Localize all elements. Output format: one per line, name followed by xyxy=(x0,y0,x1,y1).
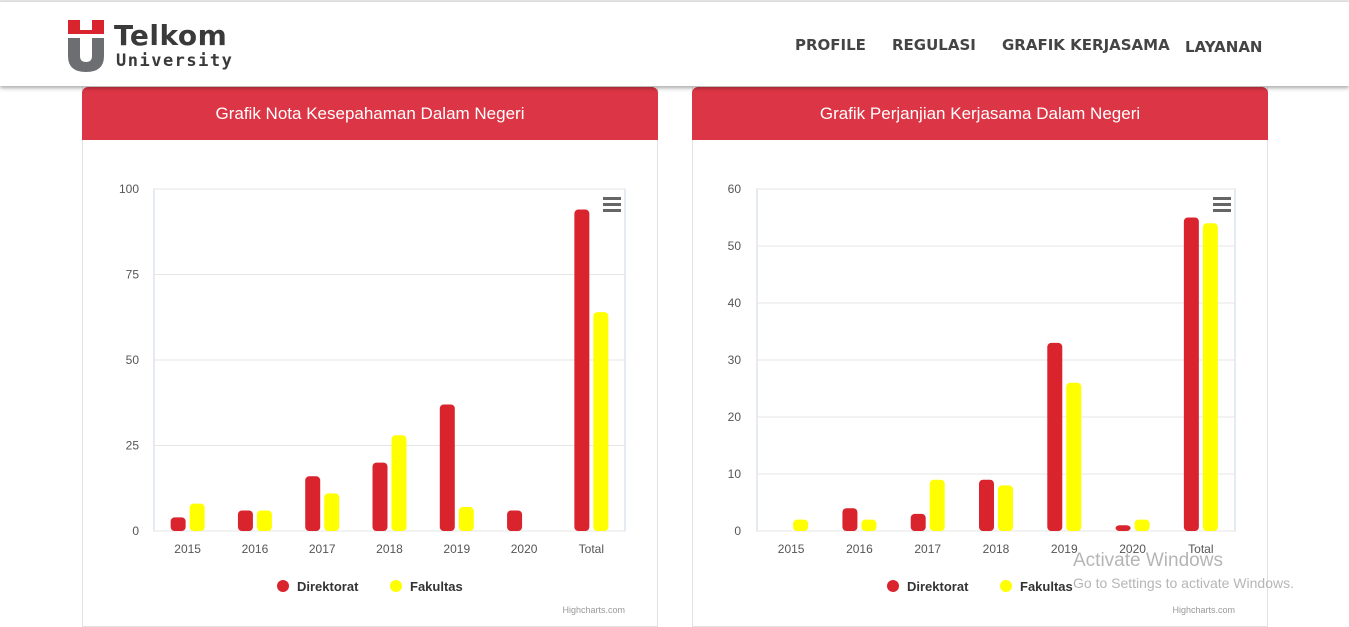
bar-fakultas[interactable] xyxy=(324,493,340,531)
x-tick-label: Total xyxy=(1188,542,1213,556)
x-tick-label: 2016 xyxy=(242,542,269,556)
bar-fakultas[interactable] xyxy=(1202,223,1218,531)
bar-fakultas[interactable] xyxy=(1134,519,1150,531)
menu-line xyxy=(603,197,621,200)
bar-fakultas[interactable] xyxy=(256,510,272,531)
bar-direktorat[interactable] xyxy=(170,517,186,531)
panel-title: Grafik Perjanjian Kerjasama Dalam Negeri xyxy=(692,87,1268,140)
legend-item-fakultas[interactable]: Fakultas xyxy=(390,579,463,594)
bar-direktorat[interactable] xyxy=(439,404,455,531)
bar-fakultas[interactable] xyxy=(458,507,474,531)
x-tick-label: 2020 xyxy=(511,542,538,556)
y-tick-label: 100 xyxy=(119,182,139,196)
menu-line xyxy=(1213,203,1231,206)
activate-windows-subtitle: Go to Settings to activate Windows. xyxy=(1073,575,1294,591)
top-border xyxy=(0,0,1349,2)
bar-fakultas[interactable] xyxy=(189,503,205,531)
menu-line xyxy=(1213,209,1231,212)
nav-regulasi[interactable]: REGULASI xyxy=(892,36,976,54)
bar-direktorat[interactable] xyxy=(305,476,321,531)
menu-line xyxy=(1213,197,1231,200)
main-nav: PROFILE REGULASI GRAFIK KERJASAMA LAYANA… xyxy=(0,36,1349,60)
panel-nota-kesepahaman: Grafik Nota Kesepahaman Dalam Negeri 0 25… xyxy=(82,87,658,627)
highcharts-credits-link[interactable]: Highcharts.com xyxy=(1172,605,1235,615)
legend-swatch xyxy=(1000,580,1012,592)
highcharts-credits-link[interactable]: Highcharts.com xyxy=(562,605,625,615)
legend-swatch xyxy=(887,580,899,592)
chart-nota-kesepahaman: 0 25 50 75 100 2015 2016 2017 2018 2019 2020 Total D… xyxy=(119,182,626,615)
x-tick-label: 2018 xyxy=(376,542,403,556)
y-tick-label: 60 xyxy=(728,182,742,196)
telkom-university-logo[interactable]: Telkom University xyxy=(66,18,236,74)
hamburger-menu-icon[interactable] xyxy=(1213,197,1231,212)
bar-fakultas[interactable] xyxy=(593,312,609,531)
bar-direktorat[interactable] xyxy=(507,510,523,531)
legend-item-fakultas[interactable]: Fakultas xyxy=(1000,579,1073,594)
legend-swatch xyxy=(277,580,289,592)
bar-direktorat[interactable] xyxy=(372,462,388,531)
bar-fakultas[interactable] xyxy=(793,519,809,531)
x-tick-label: 2016 xyxy=(846,542,873,556)
legend-label: Direktorat xyxy=(907,579,969,594)
legend-label: Fakultas xyxy=(410,579,463,594)
x-tick-label: 2017 xyxy=(309,542,336,556)
bar-direktorat[interactable] xyxy=(979,479,994,531)
activate-windows-title: Activate Windows xyxy=(1073,550,1223,571)
bar-fakultas[interactable] xyxy=(861,519,877,531)
x-tick-label: Total xyxy=(579,542,604,556)
menu-line xyxy=(603,203,621,206)
y-tick-label: 0 xyxy=(734,524,741,538)
bar-direktorat[interactable] xyxy=(842,508,858,531)
x-tick-label: 2018 xyxy=(983,542,1010,556)
y-tick-label: 30 xyxy=(728,353,742,367)
telkom-logo-icon xyxy=(68,20,104,72)
panel-title: Grafik Nota Kesepahaman Dalam Negeri xyxy=(82,87,658,140)
chart-perjanjian-kerjasama: 0 10 20 30 40 50 60 2015 2016 2017 2018 2019 2020 Tot… xyxy=(728,182,1236,615)
x-tick-label: 2017 xyxy=(914,542,941,556)
bar-direktorat[interactable] xyxy=(910,513,926,531)
bar-direktorat[interactable] xyxy=(574,209,590,531)
y-tick-label: 10 xyxy=(728,467,742,481)
legend-item-direktorat[interactable]: Direktorat xyxy=(277,579,359,594)
panel-perjanjian-kerjasama: Grafik Perjanjian Kerjasama Dalam Negeri… xyxy=(692,87,1268,627)
x-tick-label: 2015 xyxy=(174,542,201,556)
bar-fakultas[interactable] xyxy=(1066,382,1082,531)
y-tick-label: 40 xyxy=(728,296,742,310)
bar-fakultas[interactable] xyxy=(391,435,407,531)
bar-fakultas[interactable] xyxy=(998,485,1013,531)
nav-grafik-kerjasama[interactable]: GRAFIK KERJASAMA xyxy=(1002,36,1170,54)
legend-label: Direktorat xyxy=(297,579,359,594)
bar-direktorat[interactable] xyxy=(1183,217,1199,532)
logo-wordmark-university: University xyxy=(116,51,234,71)
y-tick-label: 50 xyxy=(728,239,742,253)
legend-swatch xyxy=(390,580,402,592)
x-tick-label: 2015 xyxy=(778,542,805,556)
y-tick-label: 0 xyxy=(132,524,139,538)
menu-line xyxy=(603,209,621,212)
nav-profile[interactable]: PROFILE xyxy=(795,36,866,54)
y-tick-label: 75 xyxy=(126,268,140,282)
x-tick-label: 2020 xyxy=(1119,542,1146,556)
legend-label: Fakultas xyxy=(1020,579,1073,594)
site-header: Telkom University PROFILE REGULASI GRAFI… xyxy=(0,2,1349,86)
bar-direktorat[interactable] xyxy=(237,510,253,531)
bar-fakultas[interactable] xyxy=(929,479,945,531)
hamburger-menu-icon[interactable] xyxy=(603,197,621,212)
x-tick-label: 2019 xyxy=(1051,542,1078,556)
bar-direktorat[interactable] xyxy=(1115,525,1131,531)
y-tick-label: 20 xyxy=(728,410,742,424)
nav-layanan[interactable]: LAYANAN xyxy=(1185,38,1263,56)
logo-wordmark-telkom: Telkom xyxy=(114,19,228,52)
y-tick-label: 50 xyxy=(126,353,140,367)
bar-direktorat[interactable] xyxy=(1047,342,1063,531)
legend-item-direktorat[interactable]: Direktorat xyxy=(887,579,969,594)
y-tick-label: 25 xyxy=(126,439,140,453)
x-tick-label: 2019 xyxy=(443,542,470,556)
